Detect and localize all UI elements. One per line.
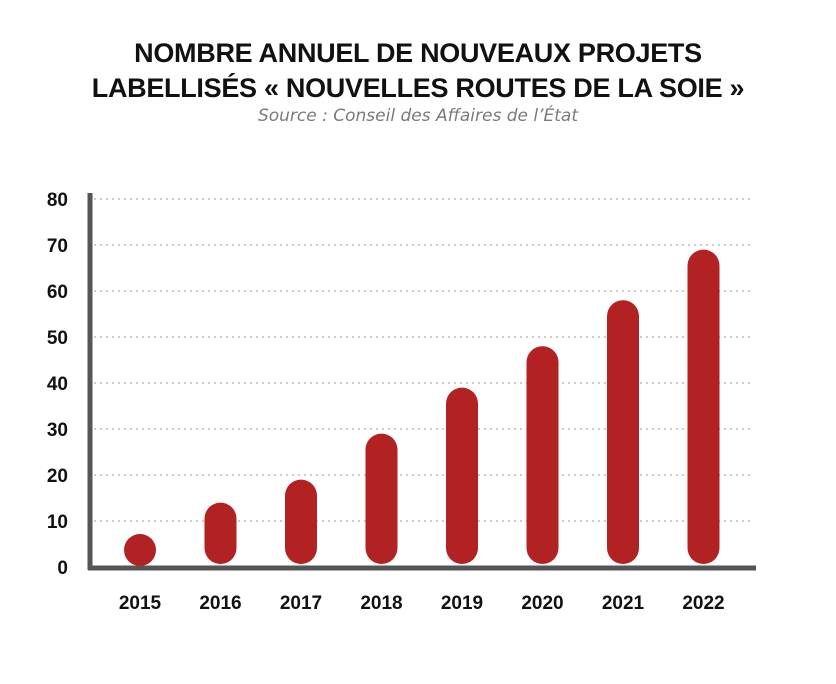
x-tick-label-2015: 2015 bbox=[119, 593, 162, 614]
bar-2017 bbox=[285, 479, 317, 564]
y-tick-label-80: 80 bbox=[47, 190, 68, 211]
bar-2020 bbox=[526, 346, 559, 564]
y-tick-label-10: 10 bbox=[47, 512, 68, 533]
y-tick-label-0: 0 bbox=[57, 558, 68, 579]
y-tick-label-20: 20 bbox=[47, 466, 68, 487]
y-tick-label-50: 50 bbox=[47, 328, 68, 349]
x-tick-label-2021: 2021 bbox=[602, 593, 645, 614]
gridlines bbox=[94, 198, 752, 522]
chart-source: Source : Conseil des Affaires de l’État bbox=[257, 106, 579, 126]
x-tick-label-2019: 2019 bbox=[441, 593, 483, 614]
bar-2018 bbox=[365, 433, 398, 564]
chart-title-line-1: NOMBRE ANNUEL DE NOUVEAUX PROJETS bbox=[134, 38, 702, 68]
bar-2016 bbox=[204, 502, 237, 564]
bars bbox=[124, 249, 720, 566]
bar-2022 bbox=[687, 249, 720, 564]
x-tick-label-2020: 2020 bbox=[521, 593, 563, 614]
bar-2019 bbox=[446, 387, 478, 564]
bar-2021 bbox=[607, 300, 639, 564]
y-tick-label-60: 60 bbox=[47, 282, 68, 303]
y-tick-label-40: 40 bbox=[47, 374, 68, 395]
chart-title: NOMBRE ANNUEL DE NOUVEAUX PROJETS LABELL… bbox=[0, 36, 836, 106]
x-tick-label-2016: 2016 bbox=[199, 593, 241, 614]
chart-title-line-2: LABELLISÉS « NOUVELLES ROUTES DE LA SOIE… bbox=[91, 73, 745, 103]
x-tick-label-2018: 2018 bbox=[360, 593, 402, 614]
y-tick-label-70: 70 bbox=[47, 236, 68, 257]
axes bbox=[87, 193, 756, 571]
x-tick-labels: 2015 2016 2017 2018 2019 2020 2021 2022 bbox=[119, 593, 725, 614]
y-tick-labels: 0 10 20 30 40 50 60 70 80 bbox=[47, 190, 68, 579]
bar-2015 bbox=[124, 534, 156, 566]
x-tick-label-2017: 2017 bbox=[280, 593, 322, 614]
x-tick-label-2022: 2022 bbox=[682, 593, 724, 614]
y-tick-label-30: 30 bbox=[47, 420, 68, 441]
